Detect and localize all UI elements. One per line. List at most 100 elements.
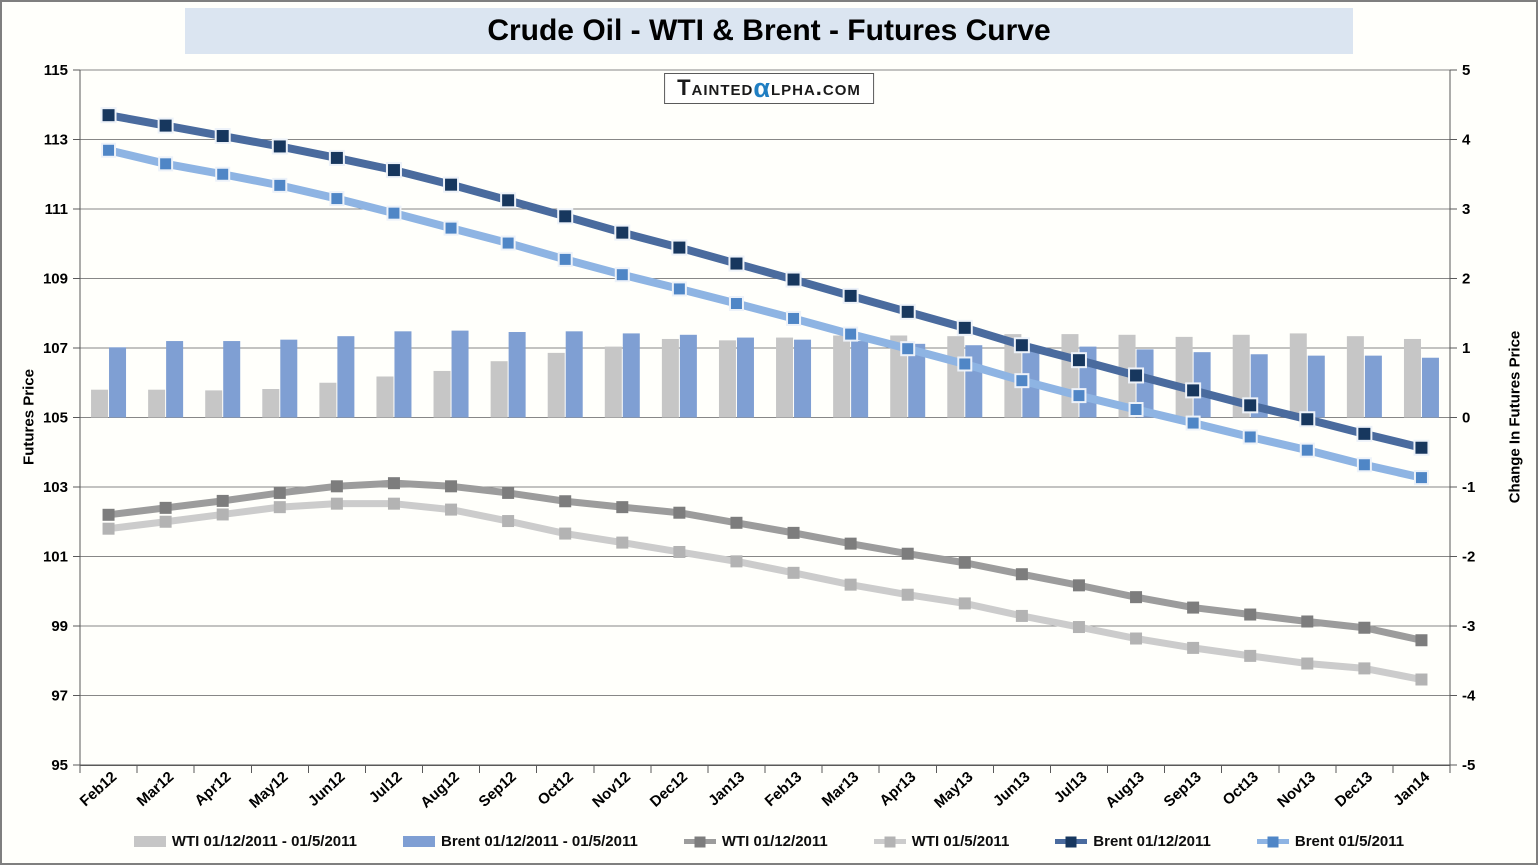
x-axis-month-label: May13 [931,768,976,811]
change-bar [547,352,565,418]
data-point-marker [730,555,743,568]
data-point-marker [1299,411,1316,428]
legend-line-swatch [1055,836,1088,847]
data-point-marker [1187,641,1200,654]
right-axis-tick-label: -2 [1462,549,1475,566]
data-point-marker [1128,367,1145,384]
change-bar [679,334,697,418]
data-point-marker [1187,601,1200,614]
data-point-marker [386,205,402,221]
data-point-marker [616,501,629,514]
data-point-marker [1072,579,1085,592]
x-axis-month-label: Jul13 [1051,768,1091,806]
x-axis-month-label: Jul12 [366,768,406,806]
data-point-marker [844,537,857,550]
left-axis-tick-label: 113 [44,132,68,149]
data-point-marker [1244,608,1257,621]
data-point-marker [1299,442,1315,458]
change-bar [337,336,355,418]
data-point-marker [1014,373,1030,389]
x-axis-month-label: Aug12 [417,768,462,811]
data-point-marker [101,142,117,158]
data-point-marker [1358,621,1371,634]
legend-line-swatch [873,836,906,847]
change-bar [1175,336,1193,418]
legend-marker-swatch [884,836,896,847]
change-bar [376,376,394,418]
data-point-marker [328,149,345,166]
change-bar [508,332,526,418]
data-point-marker [1013,337,1030,354]
legend-marker-swatch [1065,836,1077,847]
data-point-marker [1242,429,1258,445]
change-bar [91,389,109,418]
data-point-marker [956,319,973,336]
left-axis-tick-label: 109 [43,271,68,288]
data-point-marker [387,497,400,510]
right-axis-tick-label: -4 [1462,688,1476,705]
data-point-marker [1071,388,1087,404]
change-bar [433,370,451,418]
data-point-marker [1301,657,1314,670]
legend-line-swatch [683,836,716,847]
legend-label: Brent 01/12/2011 [1093,833,1211,850]
data-point-marker [1413,439,1430,456]
change-bar [148,389,166,418]
left-axis-tick-label: 99 [51,618,68,635]
data-point-marker [273,501,286,514]
x-axis-month-label: Nov12 [589,768,634,811]
change-bar [565,331,583,418]
data-point-marker [273,486,286,499]
change-bar [776,337,794,418]
data-point-marker [559,527,572,540]
data-point-marker [387,477,400,490]
change-bar [223,341,241,418]
chart-title: Crude Oil - WTI & Brent - Futures Curve [185,8,1353,54]
data-point-marker [1130,591,1143,604]
brent-01-12-2011-line [100,107,1430,456]
left-axis-tick-label: 97 [51,688,68,705]
data-point-marker [557,208,574,225]
data-point-marker [958,556,971,569]
x-axis-month-label: Apr12 [191,768,234,809]
data-point-marker [1015,568,1028,581]
gridlines [73,69,1457,766]
change-bar [394,331,412,418]
data-point-marker [443,220,459,236]
data-point-marker [1356,425,1373,442]
change-bar [205,390,223,418]
data-point-marker [730,516,743,529]
data-point-marker [901,547,914,560]
left-axis-tick-label: 101 [43,549,68,566]
change-bar [280,339,298,418]
change-bar [1307,355,1325,418]
data-point-marker [216,494,229,507]
right-axis-tick-label: -3 [1462,618,1475,635]
data-point-marker [500,192,517,209]
data-point-marker [901,588,914,601]
change-bar [1364,355,1382,418]
data-point-marker [1356,457,1372,473]
data-point-marker [614,224,631,241]
change-bar [851,341,869,418]
logo-text-prefix: Tainted [677,75,754,100]
data-point-marker [1244,649,1257,662]
change-bar [718,340,736,418]
legend-item: Brent 01/5/2011 [1256,833,1405,850]
legend: WTI 01/12/2011 - 01/5/2011 Brent 01/12/20… [2,833,1536,850]
right-axis-tick-label: -5 [1462,757,1475,774]
change-bar [1136,349,1154,418]
data-point-marker [159,501,172,514]
data-point-marker [502,515,515,528]
change-bar [965,345,983,418]
legend-marker-swatch [1267,836,1279,847]
x-axis-month-label: Jun13 [990,768,1034,810]
data-point-marker [445,480,458,493]
right-axis-tick-label: 0 [1462,410,1470,427]
data-point-marker [842,287,859,304]
x-axis-month-label: Feb13 [762,768,806,810]
left-axis-tick-label: 115 [44,62,68,79]
legend-label: Brent 01/5/2011 [1294,833,1405,850]
